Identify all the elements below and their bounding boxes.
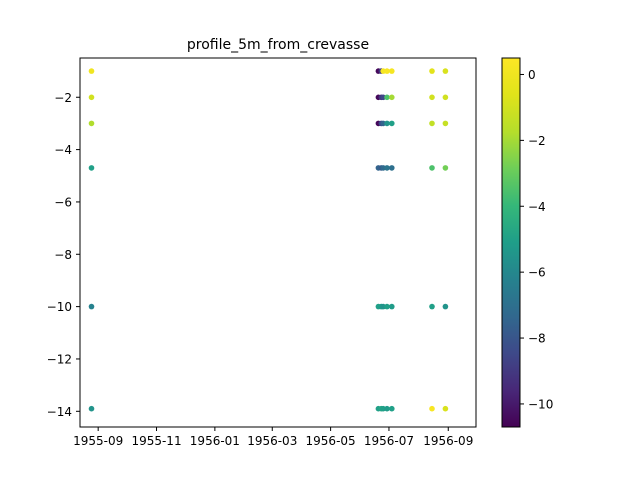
- data-point: [442, 120, 449, 127]
- colorbar: [501, 57, 521, 428]
- data-point: [429, 68, 435, 74]
- y-tick-label: −2: [54, 91, 72, 105]
- data-point: [88, 94, 95, 101]
- data-point: [429, 94, 435, 101]
- data-point: [429, 120, 435, 127]
- colorbar-tick-label: −8: [528, 332, 546, 346]
- colorbar-tick-label: −10: [528, 397, 553, 411]
- data-point: [429, 405, 435, 412]
- x-tick-label: 1955-09: [73, 434, 123, 448]
- data-point: [88, 405, 95, 412]
- data-point: [389, 120, 395, 127]
- y-tick-label: −10: [47, 300, 72, 314]
- data-point: [389, 94, 395, 101]
- data-point: [384, 120, 390, 127]
- x-tick-label: 1956-05: [306, 434, 356, 448]
- y-tick-label: −14: [47, 405, 72, 419]
- data-point: [442, 303, 449, 310]
- data-point: [88, 165, 95, 171]
- data-point: [442, 405, 449, 412]
- y-tick-label: −8: [54, 248, 72, 262]
- y-tick-label: −12: [47, 352, 72, 366]
- data-point: [384, 94, 390, 101]
- data-point: [442, 94, 449, 101]
- colorbar-axis: −10 −8 −6 −4 −2 0: [520, 68, 553, 411]
- y-tick-label: −6: [54, 195, 72, 209]
- data-point: [88, 68, 95, 74]
- colorbar-tick-label: −6: [528, 266, 546, 280]
- data-point: [389, 405, 395, 412]
- x-tick-label: 1956-09: [423, 434, 473, 448]
- x-axis: 1955-09 1955-11 1956-01 1956-03 1956-05 1956-…: [73, 427, 473, 448]
- data-point: [384, 68, 390, 74]
- x-tick-label: 1956-03: [247, 434, 297, 448]
- data-point: [389, 68, 395, 74]
- plot-area-frame: [79, 57, 477, 428]
- data-point: [429, 303, 435, 310]
- colorbar-tick-label: −4: [528, 200, 546, 214]
- x-tick-label: 1955-11: [131, 434, 181, 448]
- data-point: [384, 165, 390, 171]
- x-tick-label: 1956-01: [190, 434, 240, 448]
- chart-title: profile_5m_from_crevasse: [187, 37, 369, 53]
- x-tick-label: 1956-07: [364, 434, 414, 448]
- y-axis: −14 −12 −10 −8 −6 −4 −2: [47, 91, 80, 419]
- data-point: [442, 165, 449, 171]
- data-point: [384, 303, 390, 310]
- data-point: [442, 68, 449, 74]
- y-tick-label: −4: [54, 143, 72, 157]
- data-point: [429, 165, 435, 171]
- points-layer: [88, 68, 449, 412]
- data-point: [389, 165, 395, 171]
- data-point: [389, 303, 395, 310]
- data-point: [88, 303, 95, 310]
- colorbar-tick-label: −2: [528, 134, 546, 148]
- data-point: [88, 120, 95, 127]
- data-point: [384, 405, 390, 412]
- colorbar-tick-label: 0: [528, 68, 536, 82]
